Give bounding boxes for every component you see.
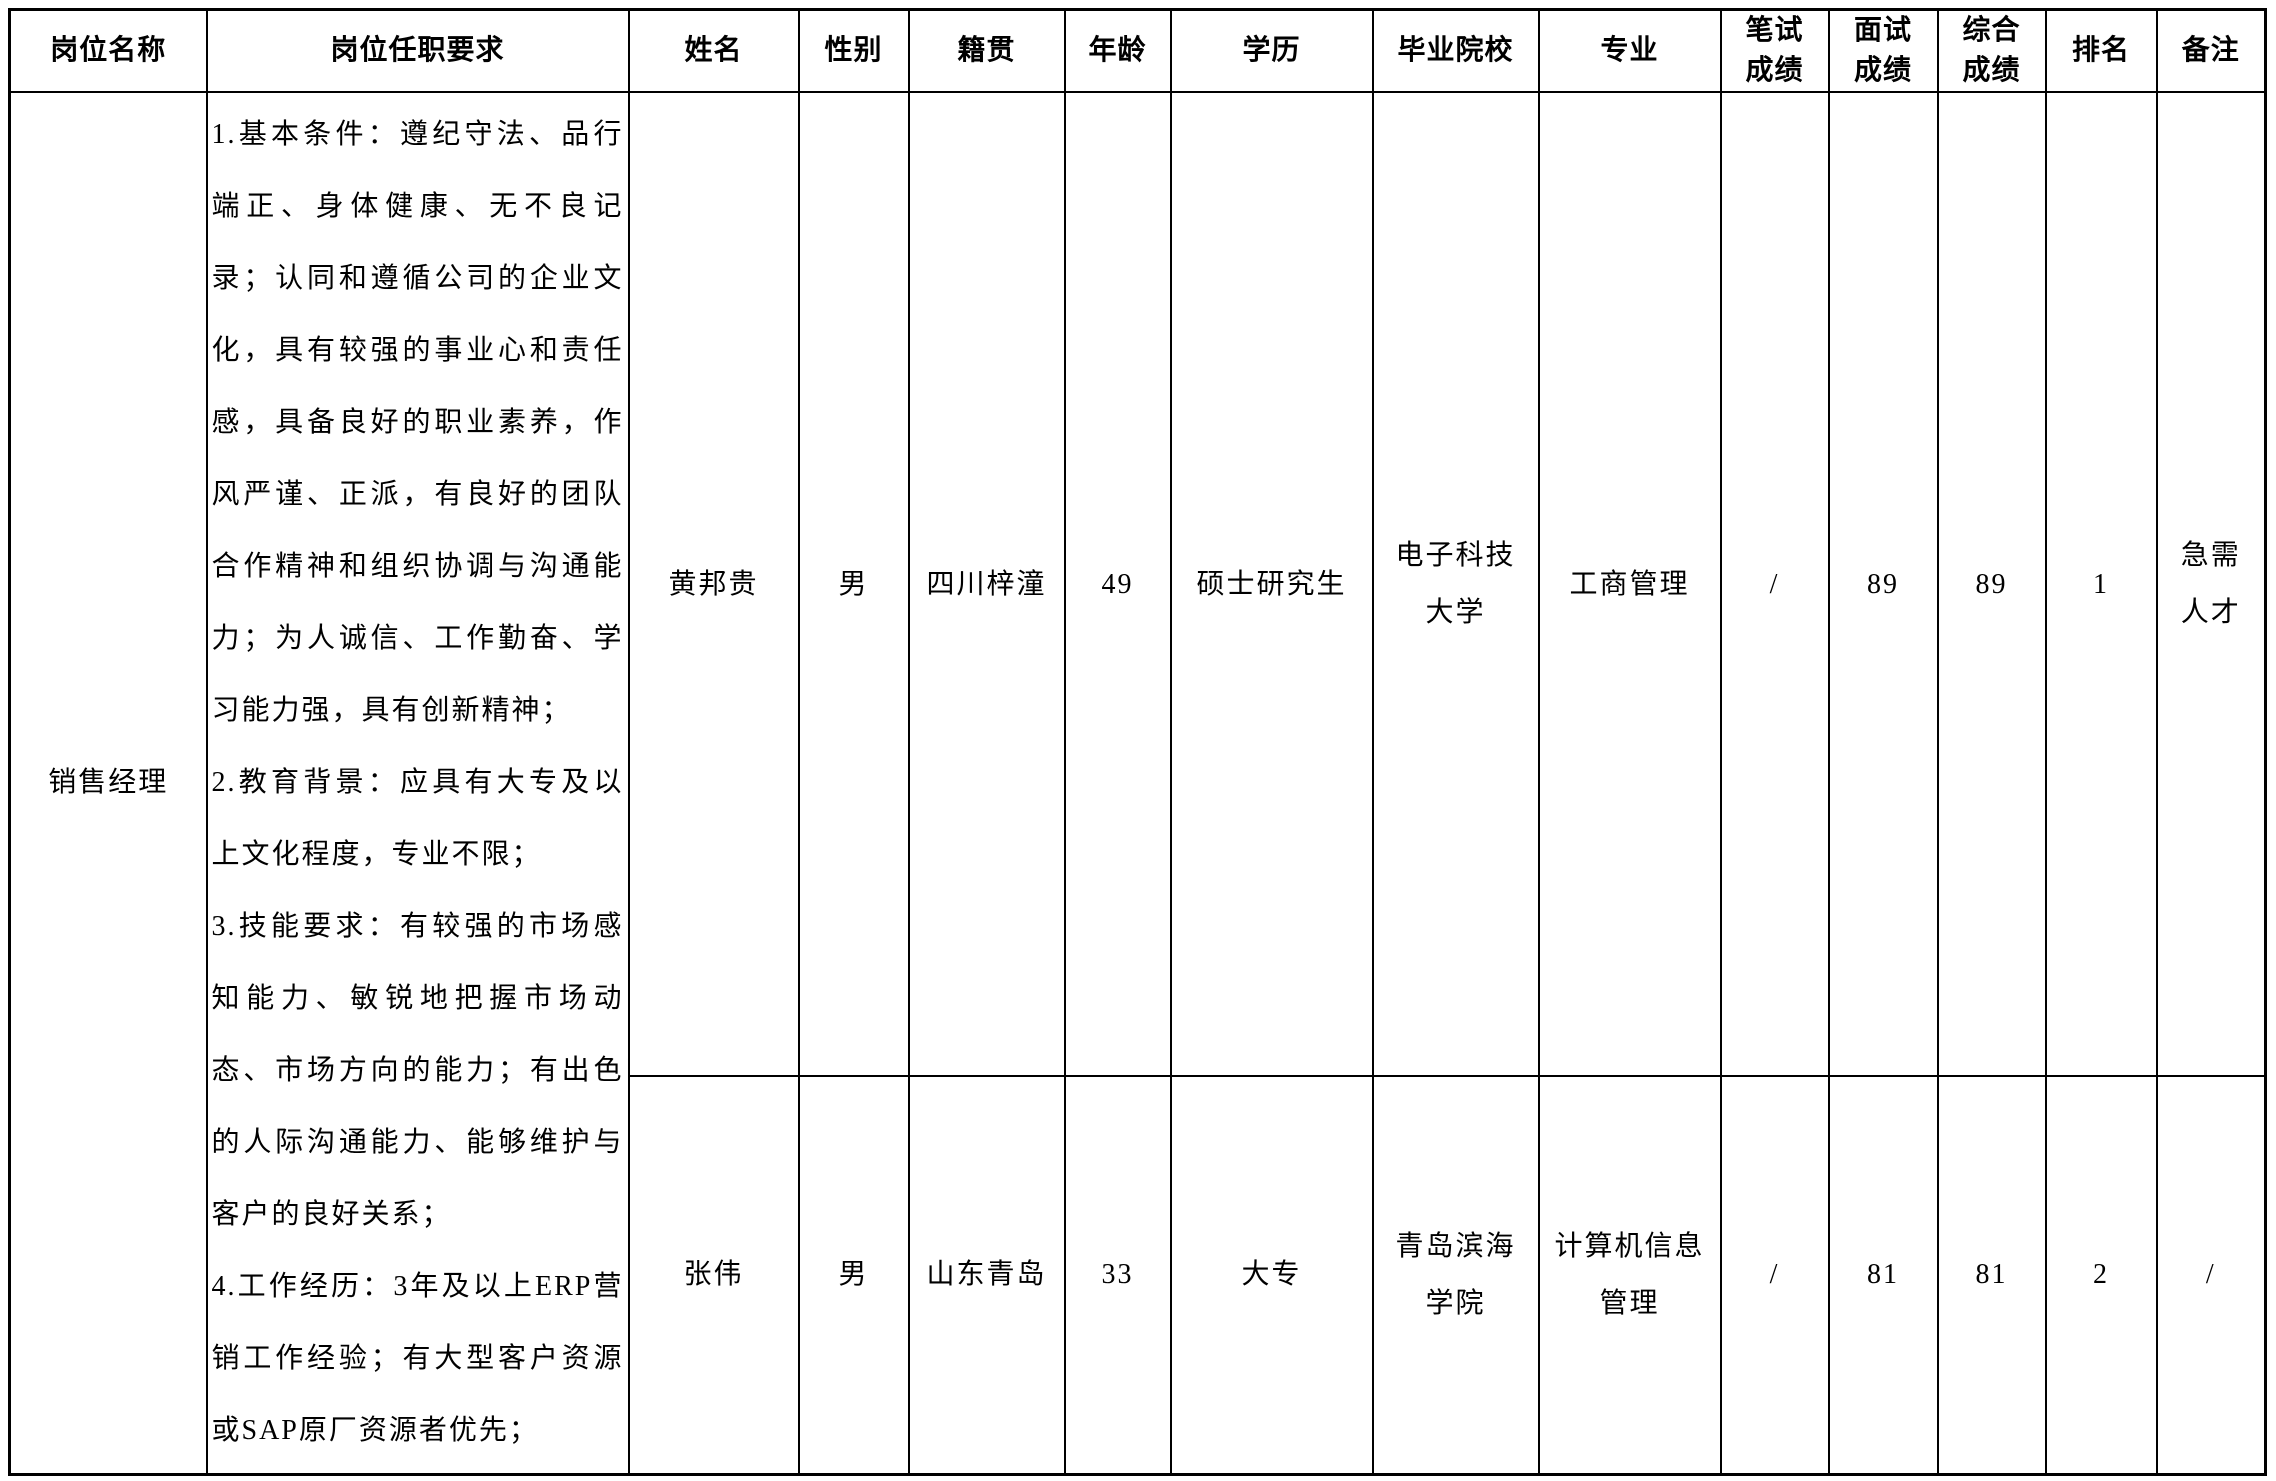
requirement-line: 端正、身体健康、无不良记 <box>211 190 624 222</box>
requirement-line: 销工作经验；有大型客户资源 <box>211 1342 624 1374</box>
candidate-rank-cell: 2 <box>2044 1075 2158 1475</box>
column-header-remark: 备注 <box>2155 8 2267 93</box>
candidate-remark-cell: 急需 人才 <box>2155 91 2267 1077</box>
position-name-cell: 销售经理 <box>8 91 208 1475</box>
requirement-line: 合作精神和组织协调与沟通能 <box>211 550 624 582</box>
column-header-written-score: 笔试 成绩 <box>1719 8 1830 93</box>
requirement-line: 知能力、敏锐地把握市场动 <box>211 982 624 1014</box>
requirement-line: 感，具备良好的职业素养，作 <box>211 406 624 438</box>
column-header-requirements: 岗位任职要求 <box>205 8 630 93</box>
requirements-cell: 1.基本条件：遵纪守法、品行 端正、身体健康、无不良记 录；认同和遵循公司的企业文化… <box>205 91 630 1475</box>
column-header-position-name: 岗位名称 <box>8 8 208 93</box>
requirement-line: 力；为人诚信、工作勤奋、学 <box>211 622 624 654</box>
requirement-line: 4.工作经历：3年及以上ERP营 <box>211 1270 624 1302</box>
candidate-native-place-cell: 山东青岛 <box>907 1075 1066 1475</box>
candidate-row-2: 张伟 男 山东青岛 33 大专 青岛滨海 学院 计算机信息 管理 / 81 81… <box>10 1075 2267 1475</box>
column-header-gender: 性别 <box>797 8 910 93</box>
column-header-name: 姓名 <box>627 8 800 93</box>
column-header-native-place: 籍贯 <box>907 8 1066 93</box>
candidate-major-cell: 计算机信息 管理 <box>1537 1075 1722 1475</box>
column-header-rank: 排名 <box>2044 8 2158 93</box>
column-header-major: 专业 <box>1537 8 1722 93</box>
column-header-school: 毕业院校 <box>1371 8 1540 93</box>
column-header-comprehensive-score: 综合 成绩 <box>1936 8 2047 93</box>
candidate-school-cell: 青岛滨海 学院 <box>1371 1075 1540 1475</box>
candidate-major-cell: 工商管理 <box>1537 91 1722 1077</box>
candidate-remark-cell: / <box>2155 1075 2267 1475</box>
requirement-line: 风严谨、正派，有良好的团队 <box>211 478 624 510</box>
column-header-interview-score: 面试 成绩 <box>1827 8 1939 93</box>
candidate-native-place-cell: 四川梓潼 <box>907 91 1066 1077</box>
candidate-name-cell: 张伟 <box>627 1075 800 1475</box>
header-row: 岗位名称 岗位任职要求 姓名 性别 籍贯 年龄 学历 毕业院校 专业 笔试 成绩… <box>8 8 2267 93</box>
candidate-comprehensive-score-cell: 89 <box>1936 91 2047 1077</box>
requirement-line: 录；认同和遵循公司的企业文 <box>211 262 624 294</box>
requirement-line: 或SAP原厂资源者优先； <box>211 1414 539 1446</box>
candidate-interview-score-cell: 81 <box>1827 1075 1939 1475</box>
candidate-age-cell: 49 <box>1063 91 1172 1077</box>
recruitment-table: 岗位名称 岗位任职要求 姓名 性别 籍贯 年龄 学历 毕业院校 专业 笔试 成绩… <box>8 8 2267 1476</box>
requirement-line: 上文化程度，专业不限； <box>211 838 542 870</box>
candidate-age-cell: 33 <box>1063 1075 1172 1475</box>
column-header-age: 年龄 <box>1063 8 1172 93</box>
requirement-line: 化，具有较强的事业心和责任 <box>211 334 624 366</box>
candidate-education-cell: 硕士研究生 <box>1169 91 1374 1077</box>
candidate-rank-cell: 1 <box>2044 91 2158 1077</box>
requirement-line: 客户的良好关系； <box>211 1198 452 1230</box>
requirement-line: 态、市场方向的能力；有出色 <box>211 1054 624 1086</box>
candidate-name-cell: 黄邦贵 <box>627 91 800 1077</box>
candidate-comprehensive-score-cell: 81 <box>1936 1075 2047 1475</box>
candidate-written-score-cell: / <box>1719 91 1830 1077</box>
requirement-line: 2.教育背景：应具有大专及以 <box>211 766 624 798</box>
candidate-gender-cell: 男 <box>797 1075 910 1475</box>
requirement-line: 的人际沟通能力、能够维护与 <box>211 1126 624 1158</box>
candidate-education-cell: 大专 <box>1169 1075 1374 1475</box>
requirement-line: 1.基本条件：遵纪守法、品行 <box>211 118 624 150</box>
requirement-line: 3.技能要求：有较强的市场感 <box>211 910 624 942</box>
candidate-school-cell: 电子科技 大学 <box>1371 91 1540 1077</box>
candidate-interview-score-cell: 89 <box>1827 91 1939 1077</box>
requirement-line: 习能力强，具有创新精神； <box>211 694 572 726</box>
candidate-gender-cell: 男 <box>797 91 910 1077</box>
candidate-row-1: 销售经理 1.基本条件：遵纪守法、品行 端正、身体健康、无不良记 录；认同和遵循公司… <box>8 91 2267 1475</box>
candidate-written-score-cell: / <box>1719 1075 1830 1475</box>
column-header-education: 学历 <box>1169 8 1374 93</box>
